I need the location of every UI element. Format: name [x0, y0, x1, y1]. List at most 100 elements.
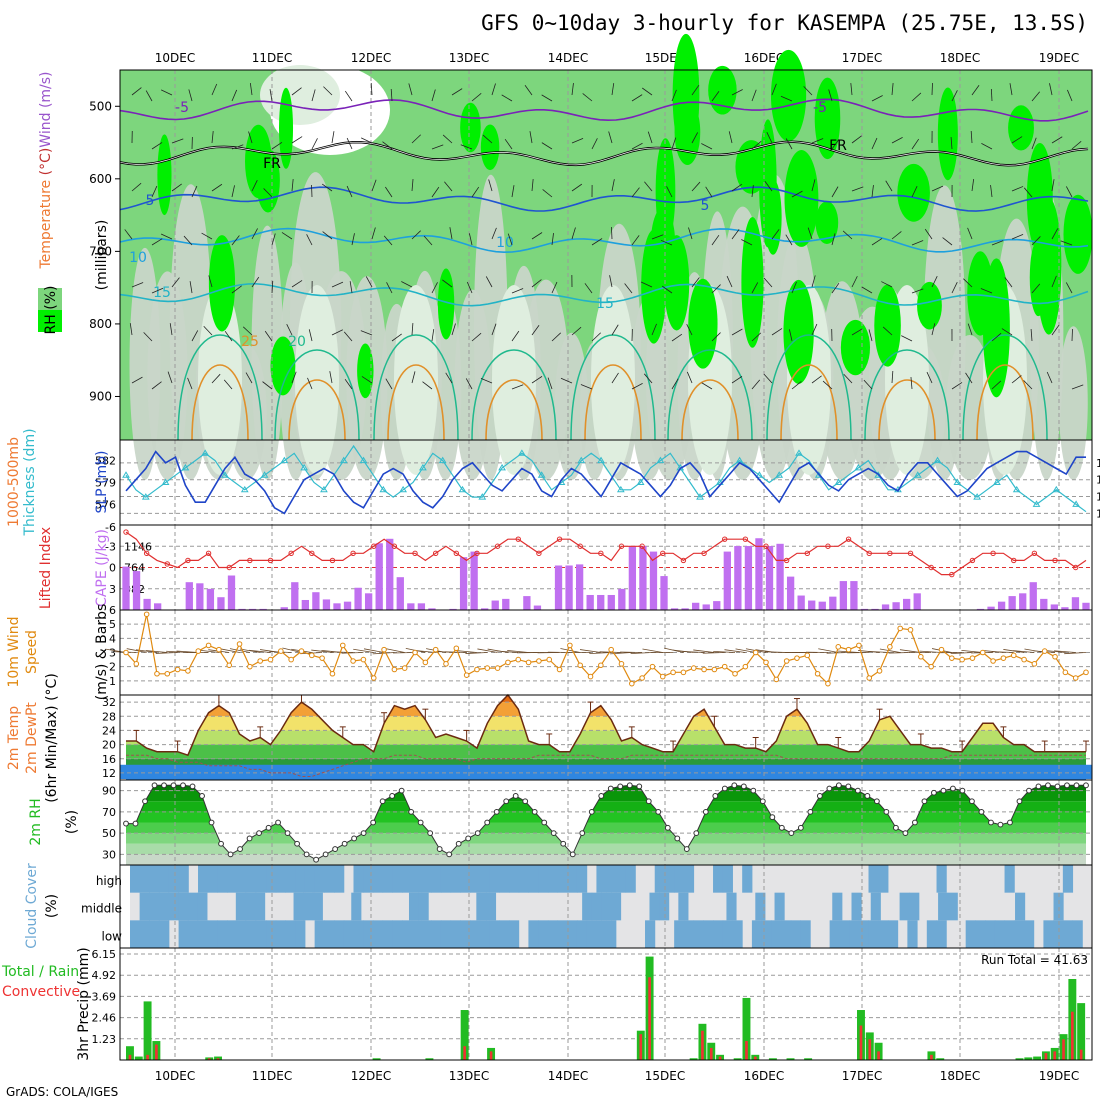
temp-wind-axis-label-part: Wind (m/s)	[38, 71, 54, 147]
cape-bar	[386, 538, 394, 610]
thickness-marker	[973, 493, 982, 500]
thickness-marker	[320, 485, 328, 493]
cloud-cell	[1014, 920, 1025, 948]
run-total-label: Run Total = 41.63	[981, 953, 1088, 967]
wind-barb	[771, 229, 780, 240]
temp-wind-axis-label-part: Temperature	[38, 175, 54, 269]
cloud-cell	[149, 865, 160, 893]
rh-marker	[446, 851, 453, 858]
wind-barb	[360, 137, 373, 144]
wind-barb	[231, 285, 242, 294]
wind-barb	[705, 186, 713, 198]
wind-barb	[924, 228, 933, 240]
cloud-cell	[372, 865, 384, 893]
contour-label: 20	[288, 334, 306, 350]
surface-wind-barb	[507, 650, 529, 653]
wind-barb	[951, 90, 958, 102]
wind-speed-marker	[804, 652, 811, 659]
wind-barb	[831, 139, 840, 150]
lifted-index-marker	[412, 550, 418, 557]
isotherm-line	[119, 98, 1089, 122]
top-date-label: 18DEC	[940, 51, 980, 65]
cloud-cell	[411, 865, 423, 893]
cape-bar	[217, 597, 225, 610]
wind-barb	[360, 330, 373, 336]
wind-barb	[251, 276, 260, 288]
cloud-cell	[518, 865, 529, 893]
rh-marker	[493, 808, 500, 815]
wind10m-speed-label: Speed	[24, 630, 40, 674]
rh-dry-zone	[554, 332, 589, 480]
cape-bar	[280, 607, 288, 610]
cape-bar	[206, 588, 215, 610]
lifted-index-marker	[1072, 564, 1079, 571]
cloud-cell	[246, 865, 257, 893]
wind-barb	[203, 326, 213, 336]
cloud-cell	[178, 865, 189, 893]
rh-moist-zone	[664, 235, 690, 331]
cloud-cell	[547, 920, 559, 948]
wind-barb	[942, 237, 953, 246]
surface-wind-barb	[1012, 650, 1035, 653]
lifted-index-marker	[680, 557, 687, 564]
cloud-cell	[649, 892, 660, 921]
surface-wind-barb	[818, 648, 839, 653]
wind-barb	[911, 185, 918, 198]
cloud-cell	[236, 920, 248, 948]
lifted-index-marker	[226, 564, 232, 571]
wind-barb	[891, 231, 902, 240]
wind-barb	[791, 190, 803, 198]
cape-bar	[997, 601, 1006, 610]
wind-barb	[851, 328, 863, 336]
cloud-cell	[198, 865, 209, 893]
wind-barb	[885, 180, 893, 192]
wind-barb	[861, 286, 873, 294]
wind-barb	[471, 93, 482, 102]
thickness-marker	[597, 456, 605, 464]
wind-barb	[981, 143, 993, 150]
rh-marker	[664, 824, 671, 831]
lifted-index-marker	[371, 543, 377, 549]
wind-barb	[931, 82, 933, 96]
cloud-cell	[392, 865, 403, 893]
wind-barb	[191, 185, 198, 198]
surface-wind-barb	[496, 650, 519, 653]
wind-barb	[731, 229, 740, 240]
cloud-cell	[207, 865, 218, 893]
contour-label: FR	[263, 156, 281, 172]
cloud-cell	[382, 865, 393, 893]
temp-units-label-text: (6hr Min/Max) (°C)	[44, 673, 60, 803]
thickness-line	[125, 444, 1087, 513]
surface-wind-barb	[126, 648, 147, 653]
surface-wind-barb	[341, 652, 364, 654]
rh-marker	[142, 798, 148, 805]
cloud-cell	[601, 892, 612, 921]
wind-barb	[183, 235, 193, 246]
wind-barb	[631, 142, 643, 150]
li-tick-label: -3	[105, 540, 116, 553]
rh-marker	[835, 782, 842, 789]
wind-barb	[871, 137, 878, 150]
wind-barb	[231, 144, 244, 150]
cloud-cell	[936, 865, 947, 893]
wind-barb	[262, 381, 273, 390]
cloud-cell	[547, 865, 559, 893]
cloud-cell	[567, 865, 578, 893]
wind-speed-marker	[887, 644, 893, 650]
cloud-cell	[499, 920, 510, 948]
thickness-marker	[755, 471, 764, 478]
cloud-cell	[489, 920, 500, 948]
rh-moist-zone	[357, 343, 374, 399]
cloud-cell	[178, 920, 189, 948]
wind-speed-marker	[422, 659, 429, 666]
wind-barb	[1060, 240, 1073, 246]
rh-marker	[988, 819, 994, 826]
rh-moist-zone	[1063, 194, 1093, 274]
wind-speed-marker	[794, 655, 800, 661]
wind-barb	[1051, 228, 1059, 240]
wind-barb	[411, 323, 414, 336]
wind-barb	[1065, 186, 1073, 198]
rh-marker	[579, 830, 586, 837]
lifted-index-marker	[143, 550, 150, 557]
precip-convective-bar	[146, 1054, 149, 1060]
